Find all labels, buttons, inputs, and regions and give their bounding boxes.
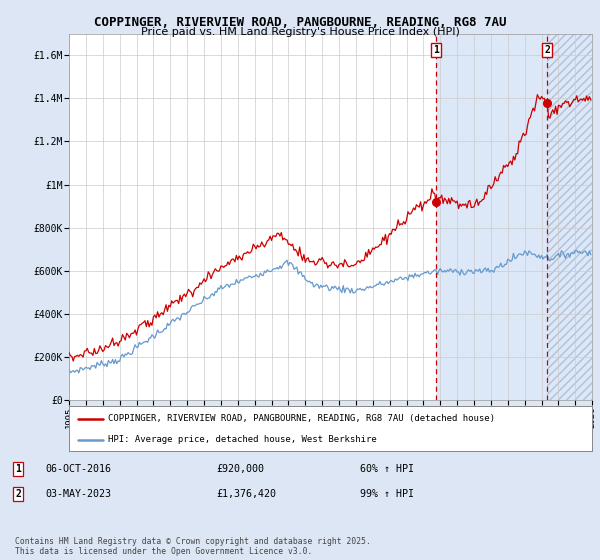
Text: Contains HM Land Registry data © Crown copyright and database right 2025.
This d: Contains HM Land Registry data © Crown c… — [15, 536, 371, 556]
Text: £920,000: £920,000 — [216, 464, 264, 474]
Text: 2: 2 — [544, 45, 550, 55]
Text: COPPINGER, RIVERVIEW ROAD, PANGBOURNE, READING, RG8 7AU (detached house): COPPINGER, RIVERVIEW ROAD, PANGBOURNE, R… — [108, 414, 495, 423]
Text: 03-MAY-2023: 03-MAY-2023 — [45, 489, 111, 499]
Text: £1,376,420: £1,376,420 — [216, 489, 276, 499]
Bar — [547, 34, 592, 400]
Text: 1: 1 — [433, 45, 439, 55]
Text: Price paid vs. HM Land Registry's House Price Index (HPI): Price paid vs. HM Land Registry's House … — [140, 27, 460, 37]
Text: COPPINGER, RIVERVIEW ROAD, PANGBOURNE, READING, RG8 7AU: COPPINGER, RIVERVIEW ROAD, PANGBOURNE, R… — [94, 16, 506, 29]
Text: 60% ↑ HPI: 60% ↑ HPI — [360, 464, 414, 474]
Text: 2: 2 — [15, 489, 21, 499]
Text: 1: 1 — [15, 464, 21, 474]
Text: 06-OCT-2016: 06-OCT-2016 — [45, 464, 111, 474]
Text: 99% ↑ HPI: 99% ↑ HPI — [360, 489, 414, 499]
Bar — [547, 34, 592, 400]
Bar — [436, 34, 547, 400]
Text: HPI: Average price, detached house, West Berkshire: HPI: Average price, detached house, West… — [108, 435, 377, 444]
